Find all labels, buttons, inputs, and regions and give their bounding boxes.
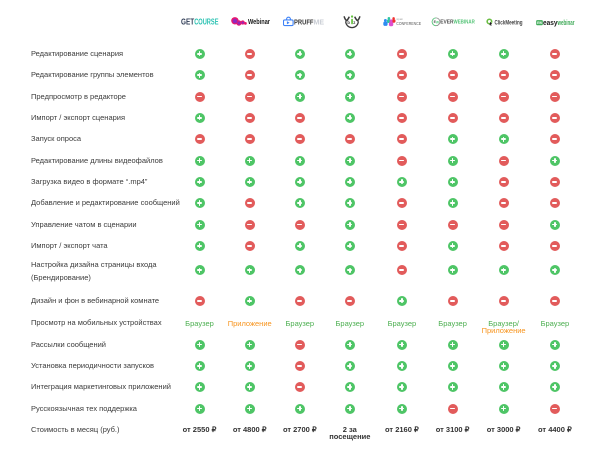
svg-text:ME: ME bbox=[314, 17, 325, 26]
svg-text:PRUFF: PRUFF bbox=[294, 17, 314, 26]
svg-text:W: W bbox=[436, 20, 440, 24]
svg-text:easy: easy bbox=[543, 20, 558, 27]
svg-text:E: E bbox=[434, 20, 437, 24]
svg-text:GET: GET bbox=[181, 18, 194, 27]
svg-text:CONFERENCE: CONFERENCE bbox=[396, 21, 421, 26]
svg-text:webinar: webinar bbox=[557, 20, 575, 27]
svg-text:z: z bbox=[353, 20, 355, 25]
svg-text:Webinar: Webinar bbox=[248, 19, 270, 26]
svg-text:ClickMeeting: ClickMeeting bbox=[495, 19, 523, 26]
svg-text:WEBINAR: WEBINAR bbox=[454, 20, 475, 26]
svg-text:COURSE: COURSE bbox=[194, 18, 219, 27]
svg-text:b: b bbox=[347, 20, 350, 25]
svg-text:EVER: EVER bbox=[440, 20, 453, 26]
svg-text:EW: EW bbox=[537, 21, 542, 25]
svg-text:my own: my own bbox=[396, 17, 403, 21]
